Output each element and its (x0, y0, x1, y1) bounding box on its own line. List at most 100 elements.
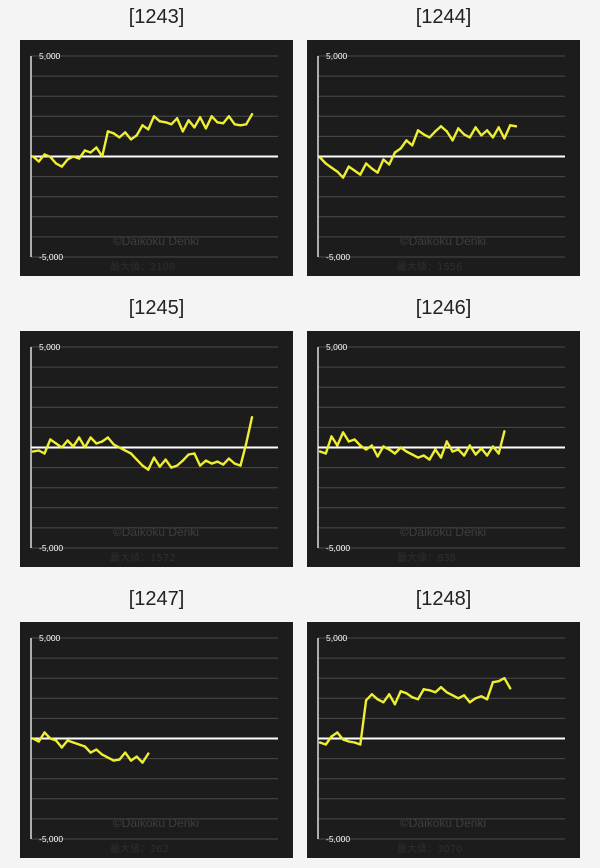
data-point (318, 741, 322, 744)
data-point (462, 133, 466, 136)
slot-chart: 5,000 -5,000 ©Daikoku Denki 最大値：3070 (307, 622, 580, 858)
data-point (221, 122, 225, 125)
data-point (503, 430, 506, 433)
data-point (416, 698, 420, 701)
data-point (210, 462, 213, 465)
data-point (341, 431, 345, 434)
max-value-label: 最大値：262 (110, 842, 169, 855)
data-point (175, 464, 179, 467)
data-point (451, 139, 454, 142)
data-point (158, 465, 161, 468)
data-point (181, 130, 185, 133)
data-point (416, 456, 420, 459)
data-point (124, 449, 127, 452)
data-point (422, 133, 425, 136)
chart-title: [1244] (415, 6, 472, 28)
slot-chart: 5,000 -5,000 ©Daikoku Denki 最大値：1556 (307, 40, 580, 276)
data-point (416, 129, 420, 132)
data-point (491, 136, 495, 139)
data-point (382, 445, 385, 448)
slot-chart: 5,000 -5,000 ©Daikoku Denki 最大値：838 (307, 331, 580, 567)
data-point (411, 453, 414, 456)
data-point (462, 694, 466, 697)
data-point (508, 687, 512, 690)
y-tick-label: -5,000 (326, 834, 350, 844)
data-point (359, 743, 362, 746)
data-point (508, 124, 512, 127)
data-point (37, 449, 40, 452)
data-point (106, 436, 110, 439)
data-point (474, 126, 477, 129)
slot-chart: 5,000 -5,000 ©Daikoku Denki 最大値：2108 (20, 40, 293, 276)
data-point (434, 130, 437, 133)
data-point (83, 149, 87, 152)
data-point (399, 446, 402, 449)
data-point (341, 176, 345, 179)
data-point (434, 691, 437, 694)
data-point (124, 751, 127, 754)
data-point (497, 126, 500, 129)
data-point (135, 755, 138, 758)
data-point (457, 448, 460, 451)
data-point (43, 153, 46, 156)
data-point (147, 468, 150, 471)
data-point (60, 746, 64, 749)
data-point (250, 416, 254, 419)
slot-chart: 5,000 -5,000 ©Daikoku Denki 最大値：262 (20, 622, 293, 858)
data-point (445, 130, 448, 133)
y-tick-label: 5,000 (326, 51, 348, 61)
data-point (141, 124, 144, 127)
data-point (106, 130, 110, 133)
y-tick-label: 5,000 (326, 342, 348, 352)
data-point (428, 689, 431, 692)
data-point (318, 156, 322, 159)
data-point (347, 740, 351, 743)
data-point (382, 701, 385, 704)
data-point (462, 454, 466, 457)
max-value-label: 最大値：1572 (110, 551, 175, 564)
data-point (480, 447, 483, 450)
watermark: ©Daikoku Denki (400, 816, 486, 830)
data-point (480, 134, 483, 137)
max-value-label: 最大値：1556 (397, 260, 462, 273)
data-point (77, 743, 81, 746)
data-point (405, 692, 408, 695)
data-point (399, 147, 402, 150)
data-point (445, 691, 448, 694)
y-tick-label: -5,000 (39, 834, 63, 844)
data-point (359, 444, 362, 447)
data-point (72, 741, 75, 744)
data-point (370, 167, 374, 170)
data-point (422, 688, 425, 691)
data-point (112, 759, 115, 762)
data-point (49, 737, 52, 740)
data-point (411, 144, 414, 147)
data-point (364, 448, 368, 451)
data-point (210, 115, 213, 118)
data-point (474, 697, 477, 700)
data-point (118, 758, 121, 761)
chart-title: [1247] (128, 588, 185, 610)
data-point (216, 121, 219, 124)
data-point (95, 748, 98, 751)
data-point (324, 452, 327, 455)
chart-title: [1248] (415, 588, 472, 610)
data-point (31, 450, 35, 453)
chart-title: [1243] (128, 6, 185, 28)
data-point (204, 127, 208, 130)
y-tick-label: -5,000 (326, 252, 350, 262)
data-point (445, 440, 448, 443)
data-point (336, 170, 339, 173)
data-point (353, 169, 356, 172)
data-point (221, 463, 225, 466)
data-point (364, 162, 368, 165)
data-point (187, 453, 190, 456)
data-point (198, 116, 202, 119)
data-point (336, 731, 339, 734)
data-point (66, 739, 69, 742)
chart-svg: 5,000 -5,000 ©Daikoku Denki 最大値：838 (307, 331, 580, 567)
data-point (485, 454, 489, 457)
data-point (324, 162, 327, 165)
max-value-label: 最大値：3070 (397, 842, 462, 855)
data-point (330, 435, 333, 438)
